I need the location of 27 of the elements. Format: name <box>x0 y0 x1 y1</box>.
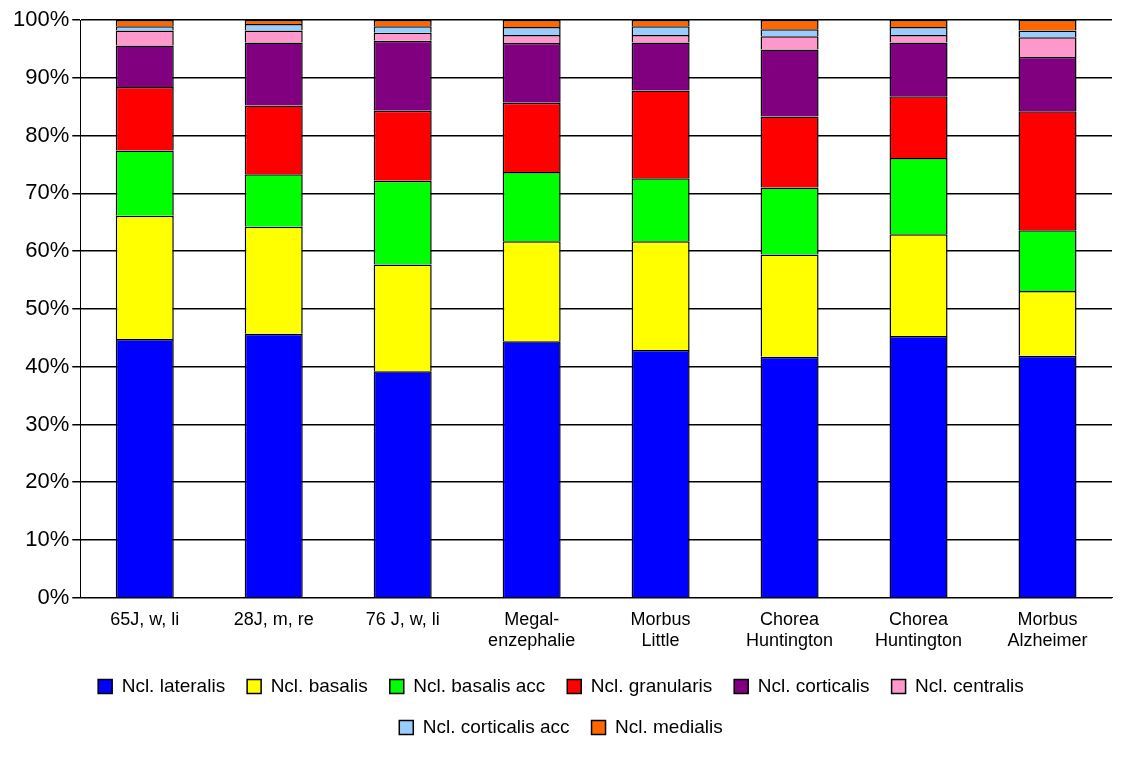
y-tick-label: 0% <box>37 583 70 609</box>
x-tick-label: Morbus Alzheimer <box>1007 608 1088 651</box>
x-tick-label: Morbus Little <box>630 608 691 651</box>
x-tick-label: Megal- enzephalie <box>488 608 576 651</box>
y-tick-label: 100% <box>12 6 70 32</box>
y-tick-label: 40% <box>25 352 70 378</box>
x-tick-label: 76 J, w, li <box>365 608 440 629</box>
legend-label: Ncl. corticalis acc <box>422 715 570 737</box>
x-tick-label: Chorea Huntington <box>875 608 963 651</box>
y-tick-label: 80% <box>25 121 70 147</box>
legend-label: Ncl. basalis <box>270 674 368 696</box>
x-tick-label: Chorea Huntington <box>746 608 834 651</box>
legend-label: Ncl. corticalis <box>757 674 870 696</box>
y-tick-label: 20% <box>25 468 70 494</box>
legend-label: Ncl. lateralis <box>121 674 226 696</box>
legend-label: Ncl. granularis <box>590 674 713 696</box>
y-tick-label: 30% <box>25 410 70 436</box>
x-tick-label: 65J, w, li <box>110 608 180 629</box>
y-tick-label: 90% <box>25 63 70 89</box>
legend-label: Ncl. basalis acc <box>413 674 546 696</box>
y-tick-label: 10% <box>25 526 70 552</box>
legend-label: Ncl. medialis <box>615 715 723 737</box>
y-tick-label: 60% <box>25 237 70 263</box>
legend-label: Ncl. centralis <box>915 674 1024 696</box>
y-tick-label: 50% <box>25 294 70 320</box>
y-tick-label: 70% <box>25 179 70 205</box>
x-tick-label: 28J, m, re <box>233 608 314 629</box>
